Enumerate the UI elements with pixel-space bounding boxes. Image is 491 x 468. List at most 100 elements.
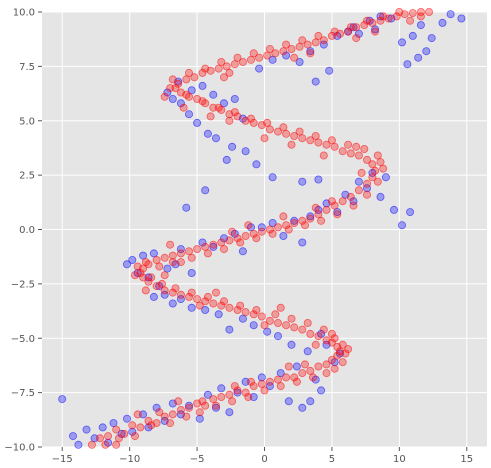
- data-point: [300, 360, 309, 369]
- data-point: [174, 397, 183, 406]
- data-point: [249, 229, 258, 238]
- data-point: [98, 423, 107, 432]
- data-point: [182, 90, 191, 99]
- data-point: [168, 410, 177, 419]
- data-point: [120, 429, 129, 438]
- data-point: [349, 23, 358, 32]
- data-point: [123, 260, 132, 269]
- data-point: [273, 127, 282, 136]
- data-point: [273, 318, 282, 327]
- data-point: [306, 49, 315, 58]
- y-tick-label: 7.5: [19, 62, 35, 73]
- data-point: [163, 88, 172, 97]
- data-point: [198, 97, 207, 106]
- data-point: [284, 362, 293, 371]
- data-point: [222, 155, 231, 164]
- data-point: [344, 345, 353, 354]
- data-point: [225, 236, 234, 245]
- data-point: [354, 177, 363, 186]
- data-point: [217, 301, 226, 310]
- data-point: [187, 303, 196, 312]
- data-point: [371, 27, 380, 36]
- data-point: [392, 12, 401, 21]
- data-point: [152, 403, 161, 412]
- data-point: [408, 9, 417, 18]
- data-point: [217, 58, 226, 67]
- data-point: [201, 64, 210, 73]
- data-point: [295, 58, 304, 67]
- x-axis-ticks: −15 −10 −5 0 5 10 15: [52, 447, 473, 465]
- data-point: [268, 173, 277, 182]
- data-point: [284, 397, 293, 406]
- data-point: [290, 216, 299, 225]
- data-point: [416, 7, 425, 16]
- data-point: [403, 60, 412, 69]
- data-point: [306, 212, 315, 221]
- data-points: [58, 7, 466, 449]
- data-point: [136, 423, 145, 432]
- data-point: [314, 175, 323, 184]
- data-point: [166, 419, 175, 428]
- data-point: [209, 103, 218, 112]
- data-point: [357, 168, 366, 177]
- data-point: [308, 373, 317, 382]
- data-point: [265, 316, 274, 325]
- data-point: [241, 308, 250, 317]
- data-point: [144, 273, 153, 282]
- data-point: [314, 332, 323, 341]
- data-point: [184, 292, 193, 301]
- data-point: [233, 305, 242, 314]
- data-point: [327, 329, 336, 338]
- data-point: [214, 64, 223, 73]
- data-point: [233, 234, 242, 243]
- data-point: [300, 221, 309, 230]
- data-point: [209, 395, 218, 404]
- data-point: [160, 253, 169, 262]
- data-point: [252, 305, 261, 314]
- data-point: [128, 427, 137, 436]
- data-point: [176, 258, 185, 267]
- data-point: [287, 314, 296, 323]
- data-point: [198, 397, 207, 406]
- data-point: [225, 68, 234, 77]
- data-point: [228, 227, 237, 236]
- data-point: [144, 277, 153, 286]
- data-point: [414, 53, 423, 62]
- data-point: [144, 416, 153, 425]
- data-point: [157, 279, 166, 288]
- data-point: [373, 151, 382, 160]
- data-point: [422, 47, 431, 56]
- data-point: [279, 231, 288, 240]
- data-point: [241, 388, 250, 397]
- x-tick-label: 0: [261, 454, 267, 465]
- data-point: [236, 238, 245, 247]
- data-point: [376, 12, 385, 21]
- data-point: [311, 131, 320, 140]
- data-point: [171, 84, 180, 93]
- data-point: [263, 118, 272, 127]
- x-tick-label: −5: [190, 454, 205, 465]
- data-point: [238, 58, 247, 67]
- data-point: [317, 216, 326, 225]
- data-point: [203, 292, 212, 301]
- data-point: [184, 403, 193, 412]
- data-point: [211, 403, 220, 412]
- data-point: [246, 114, 255, 123]
- data-point: [58, 395, 67, 404]
- data-point: [438, 18, 447, 27]
- data-point: [211, 288, 220, 297]
- data-point: [271, 310, 280, 319]
- data-point: [209, 240, 218, 249]
- data-point: [319, 325, 328, 334]
- data-point: [184, 401, 193, 410]
- data-point: [354, 186, 363, 195]
- data-point: [252, 160, 261, 169]
- data-point: [379, 12, 388, 21]
- data-point: [298, 216, 307, 225]
- data-point: [168, 75, 177, 84]
- data-point: [168, 251, 177, 260]
- data-point: [217, 392, 226, 401]
- data-point: [303, 40, 312, 49]
- data-point: [330, 201, 339, 210]
- data-point: [255, 64, 264, 73]
